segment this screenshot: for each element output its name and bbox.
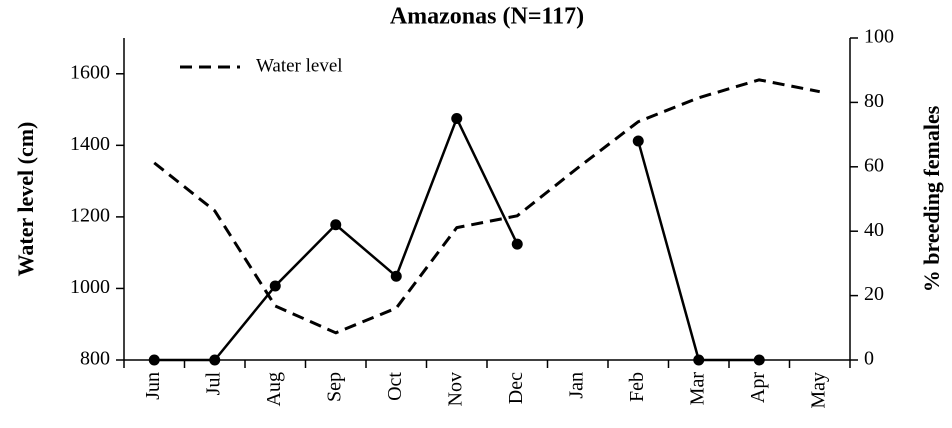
x-tick-label: Apr (747, 372, 769, 403)
y-tick-label: 1000 (70, 276, 110, 298)
data-point (209, 354, 221, 366)
x-tick-label: Jan (565, 372, 587, 399)
x-tick-label: Aug (263, 372, 285, 406)
x-tick-label: Jun (142, 372, 164, 400)
y-tick-label: 800 (80, 348, 110, 370)
x-tick-label: Sep (323, 372, 345, 402)
x-tick-label: Jul (202, 372, 224, 396)
data-line (154, 117, 760, 362)
y2-tick-label: 20 (864, 283, 884, 305)
y2-axis-title: % breeding females (919, 105, 944, 292)
legend-label: Water level (256, 55, 343, 76)
y-tick-label: 1600 (70, 61, 110, 83)
chart-title: Amazonas (N=117) (390, 4, 584, 30)
data-point (269, 280, 281, 292)
data-point (632, 135, 644, 147)
y-tick-label: 1400 (70, 133, 110, 155)
data-point (330, 219, 342, 231)
y-axis-title: Water level (cm) (13, 122, 38, 277)
y2-tick-label: 80 (864, 90, 884, 112)
y-tick-label: 1200 (70, 204, 110, 226)
data-line (153, 78, 821, 335)
x-tick-label: May (807, 372, 829, 409)
x-tick-label: Mar (686, 372, 708, 406)
x-tick-label: Oct (384, 372, 406, 401)
y2-tick-label: 60 (864, 154, 884, 176)
y2-tick-label: 0 (864, 348, 874, 370)
x-tick-label: Nov (444, 372, 466, 406)
x-tick-label: Feb (626, 372, 648, 402)
data-point (753, 354, 765, 366)
y2-tick-label: 40 (864, 219, 884, 241)
data-point (390, 270, 402, 282)
data-point (451, 113, 463, 124)
data-point (693, 354, 705, 366)
data-point (148, 354, 160, 366)
x-tick-label: Dec (505, 372, 527, 404)
y2-tick-label: 100 (864, 26, 894, 48)
data-point (511, 238, 523, 250)
